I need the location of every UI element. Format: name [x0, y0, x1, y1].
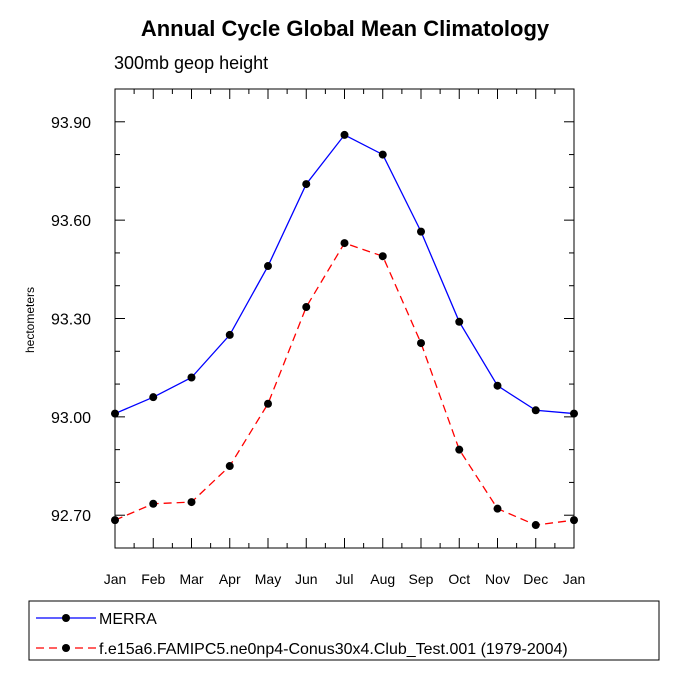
data-point [455, 445, 464, 454]
plot-frame [114, 88, 575, 549]
data-point [340, 239, 349, 248]
x-tick-label: Apr [219, 571, 241, 587]
data-point [187, 373, 196, 382]
data-point [378, 252, 387, 261]
x-tick-label: Feb [141, 571, 165, 587]
series-line-0 [114, 134, 575, 415]
legend-label-0: MERRA [99, 611, 157, 628]
data-point [187, 498, 196, 507]
x-tick-label: Nov [485, 571, 510, 587]
legend-box [28, 600, 660, 661]
y-axis-label: hectometers [23, 287, 37, 353]
x-tick-label: Jan [104, 571, 127, 587]
data-point [149, 393, 158, 402]
y-tick-label: 93.90 [51, 115, 91, 132]
data-point [417, 339, 425, 348]
y-tick-label: 92.70 [51, 508, 91, 525]
y-tick-label: 93.60 [51, 213, 91, 230]
series-layer [111, 130, 578, 530]
data-point [149, 499, 158, 508]
data-point [417, 227, 425, 236]
data-point [264, 262, 272, 271]
x-tick-label: May [255, 571, 281, 587]
x-tick-label: Sep [409, 571, 434, 587]
data-point [531, 521, 540, 530]
legend-marker-0 [62, 614, 70, 622]
x-tick-label: Jun [295, 571, 318, 587]
data-point [493, 381, 502, 390]
data-point [225, 462, 234, 471]
data-point [302, 303, 311, 312]
data-point [225, 330, 234, 339]
x-tick-label: Dec [523, 571, 548, 587]
legend: MERRA f.e15a6.FAMIPC5.ne0np4-Conus30x4.Cl… [28, 600, 660, 661]
legend-label-1: f.e15a6.FAMIPC5.ne0np4-Conus30x4.Club_Te… [99, 641, 568, 658]
x-tick-label: Oct [448, 571, 470, 587]
legend-marker-1 [62, 644, 70, 652]
data-point [378, 150, 387, 159]
y-tick-label: 93.00 [51, 410, 91, 427]
x-tick-label: Jan [563, 571, 586, 587]
data-point [264, 399, 272, 408]
chart-title: Annual Cycle Global Mean Climatology [141, 16, 550, 41]
data-point [531, 406, 540, 415]
chart-subtitle: 300mb geop height [114, 53, 268, 73]
x-tick-label: Mar [179, 571, 203, 587]
data-point [302, 180, 311, 189]
x-tick-label: Jul [336, 571, 354, 587]
axis-ticks [114, 88, 575, 549]
y-tick-label: 93.30 [51, 312, 91, 329]
data-point [340, 130, 349, 139]
data-point [455, 317, 464, 326]
data-point [493, 504, 502, 513]
series-line-1 [114, 242, 575, 526]
x-tick-label: Aug [370, 571, 395, 587]
tick-labels: Jan Feb Mar Apr May Jun Jul Aug Sep Oct Nov Dec Jan 9… [51, 115, 585, 587]
